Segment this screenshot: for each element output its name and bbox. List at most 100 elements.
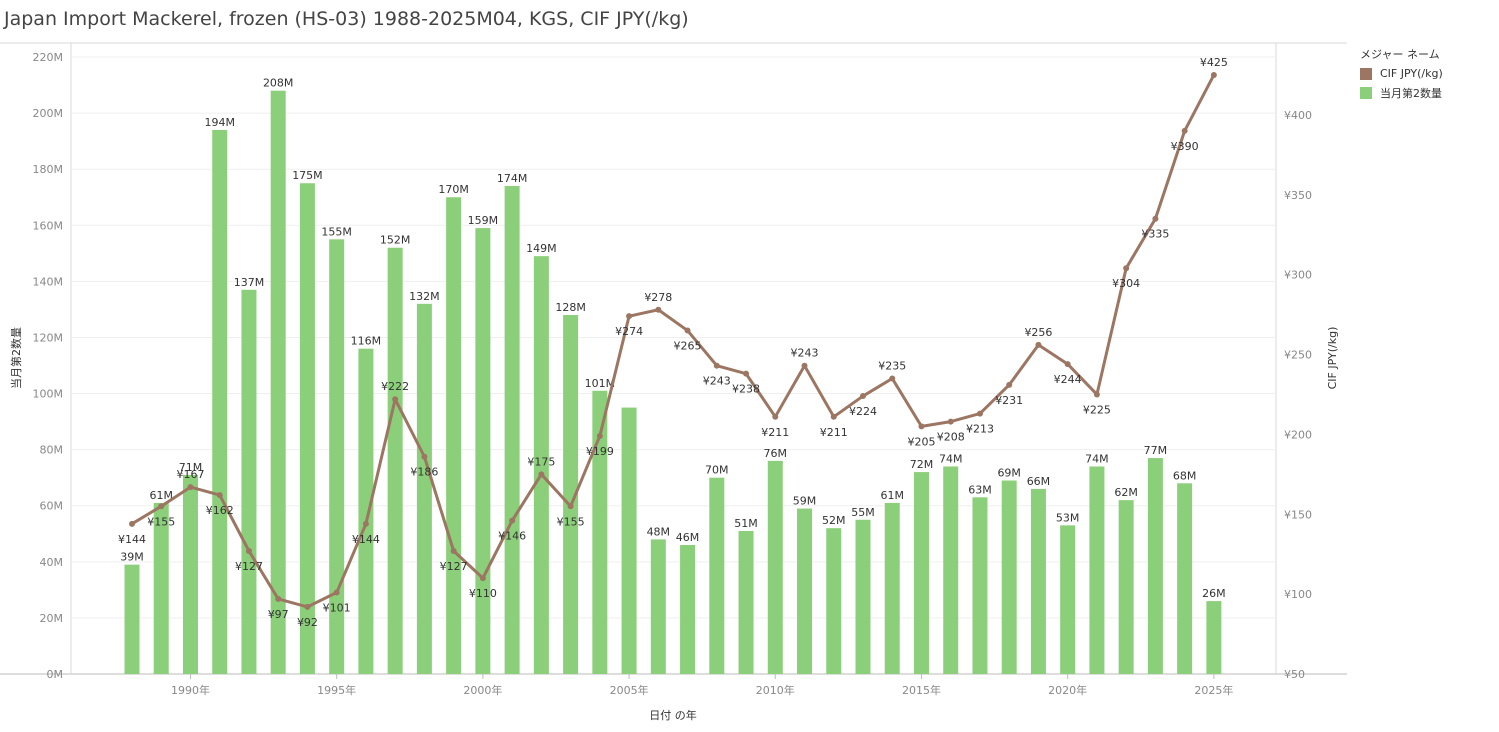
price-point: [275, 595, 282, 602]
bar-data-label: 46M: [676, 531, 700, 544]
bar-data-label: 59M: [793, 495, 817, 508]
legend-title: メジャー ネーム: [1360, 48, 1440, 61]
price-data-label: ¥186: [410, 466, 438, 479]
bar-data-label: 137M: [234, 276, 265, 289]
bar-data-label: 52M: [822, 514, 846, 527]
price-data-label: ¥101: [323, 602, 351, 615]
bar: [680, 544, 696, 674]
bar-data-label: 51M: [734, 517, 758, 530]
legend-item-quantity[interactable]: 当月第2数量: [1360, 85, 1443, 101]
y-left-tick-label: 40M: [40, 556, 64, 569]
price-point: [392, 396, 399, 403]
price-data-label: ¥92: [297, 616, 318, 629]
y-left-tick-label: 140M: [33, 275, 64, 288]
legend: メジャー ネーム CIF JPY(/kg) 当月第2数量: [1360, 46, 1443, 106]
bar: [563, 315, 579, 674]
price-point: [421, 453, 428, 460]
bar-data-label: 69M: [997, 466, 1021, 479]
bar-data-label: 77M: [1144, 444, 1168, 457]
y-left-tick-label: 220M: [33, 51, 64, 64]
price-data-label: ¥231: [995, 394, 1023, 407]
bar-data-label: 68M: [1173, 469, 1197, 482]
price-point: [333, 589, 340, 596]
price-point: [1123, 265, 1130, 272]
y-right-tick-label: ¥150: [1284, 508, 1312, 521]
price-data-label: ¥238: [732, 383, 760, 396]
price-point: [1181, 127, 1188, 134]
price-data-label: ¥278: [644, 291, 672, 304]
bar-data-label: 70M: [705, 464, 729, 477]
price-data-label: ¥127: [235, 560, 263, 573]
x-tick-label: 1995年: [317, 683, 356, 697]
bar-data-label: 149M: [526, 242, 557, 255]
price-point: [655, 306, 662, 313]
legend-label-quantity: 当月第2数量: [1380, 87, 1442, 100]
price-point: [596, 432, 603, 439]
bar: [797, 508, 813, 674]
bar: [153, 502, 169, 674]
y-right-tick-label: ¥300: [1284, 269, 1312, 282]
bar: [943, 466, 959, 674]
y-right-tick-label: ¥350: [1284, 189, 1312, 202]
price-point: [713, 362, 720, 369]
x-tick-label: 2010年: [756, 683, 795, 697]
price-point: [1064, 361, 1071, 368]
y-right-tick-label: ¥200: [1284, 428, 1312, 441]
price-point: [830, 413, 837, 420]
price-point: [187, 484, 194, 491]
price-point: [509, 517, 516, 524]
price-point: [626, 313, 633, 320]
bar: [1147, 458, 1163, 674]
price-data-label: ¥243: [703, 375, 731, 388]
bar-data-label: 53M: [1056, 511, 1080, 524]
y-left-tick-label: 200M: [33, 107, 64, 120]
price-data-label: ¥146: [498, 530, 526, 543]
bar-data-label: 128M: [555, 301, 586, 314]
bar-data-label: 174M: [497, 172, 528, 185]
price-point: [216, 492, 223, 499]
price-data-label: ¥274: [615, 325, 643, 338]
price-point: [947, 418, 954, 425]
y-right-tick-label: ¥100: [1284, 588, 1312, 601]
x-tick-label: 2025年: [1194, 683, 1233, 697]
y-left-tick-label: 60M: [40, 500, 64, 513]
price-line: [131, 74, 1216, 609]
bar: [358, 348, 374, 674]
bar-data-label: 72M: [910, 458, 934, 471]
bar-data-label: 71M: [179, 461, 203, 474]
price-point: [304, 603, 311, 610]
bar: [913, 472, 929, 674]
bar: [884, 502, 900, 674]
bar-data-label: 66M: [1027, 475, 1051, 488]
bar-data-label: 74M: [1085, 452, 1109, 465]
legend-item-cif-price[interactable]: CIF JPY(/kg): [1360, 67, 1443, 80]
price-data-label: ¥175: [527, 455, 555, 468]
bar: [299, 183, 315, 674]
y-left-tick-label: 180M: [33, 163, 64, 176]
bar: [270, 90, 286, 675]
price-point: [889, 375, 896, 382]
y-left-tick-label: 160M: [33, 219, 64, 232]
y-left-tick-label: 0M: [47, 668, 64, 681]
price-data-label: ¥243: [791, 347, 819, 360]
price-point: [772, 413, 779, 420]
bar-data-label: 132M: [409, 290, 440, 303]
price-data-label: ¥265: [674, 340, 702, 353]
price-point: [1035, 341, 1042, 348]
bar-data-label: 170M: [438, 183, 469, 196]
bar-data-label: 116M: [351, 335, 382, 348]
price-point: [743, 370, 750, 377]
price-data-label: ¥211: [761, 426, 789, 439]
price-data-label: ¥167: [176, 468, 204, 481]
y-left-tick-label: 20M: [40, 612, 64, 625]
y-right-axis-title: CIF JPY(/kg): [1326, 327, 1339, 390]
x-tick-label: 2015年: [902, 683, 941, 697]
bar-data-label: 63M: [968, 483, 992, 496]
bar: [1118, 500, 1134, 674]
bar-data-label: 101M: [585, 377, 616, 390]
price-data-label: ¥155: [557, 515, 585, 528]
chart-title: Japan Import Mackerel, frozen (HS-03) 19…: [4, 8, 689, 30]
bar: [1177, 483, 1193, 674]
price-data-label: ¥222: [381, 380, 409, 393]
price-data-label: ¥304: [1112, 277, 1140, 290]
